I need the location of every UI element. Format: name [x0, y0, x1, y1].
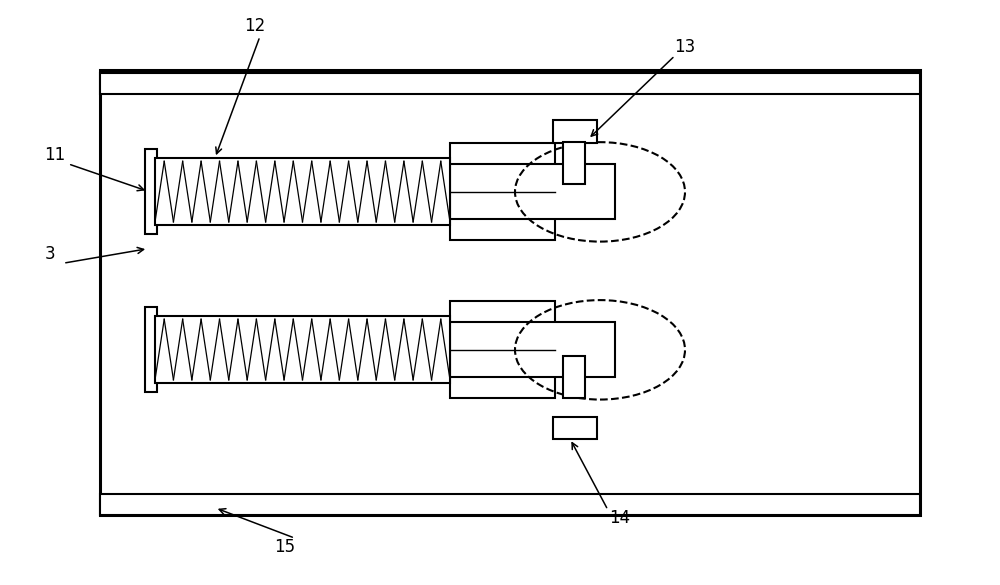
Bar: [450, 143, 555, 240]
Text: 3: 3: [45, 246, 55, 263]
Bar: [553, 417, 597, 439]
Text: 12: 12: [244, 18, 266, 35]
Bar: [563, 356, 585, 398]
Bar: [145, 307, 157, 392]
Bar: [100, 73, 920, 94]
Bar: [450, 322, 615, 377]
Bar: [553, 120, 597, 143]
Text: 11: 11: [44, 146, 66, 164]
Bar: [155, 316, 450, 383]
Bar: [450, 164, 615, 219]
Bar: [100, 494, 920, 515]
Bar: [100, 70, 920, 515]
Bar: [563, 142, 585, 184]
Text: 15: 15: [274, 538, 296, 556]
Bar: [155, 158, 450, 225]
Bar: [450, 301, 555, 398]
Text: 13: 13: [674, 38, 696, 56]
Text: 14: 14: [609, 509, 631, 526]
Bar: [145, 149, 157, 234]
